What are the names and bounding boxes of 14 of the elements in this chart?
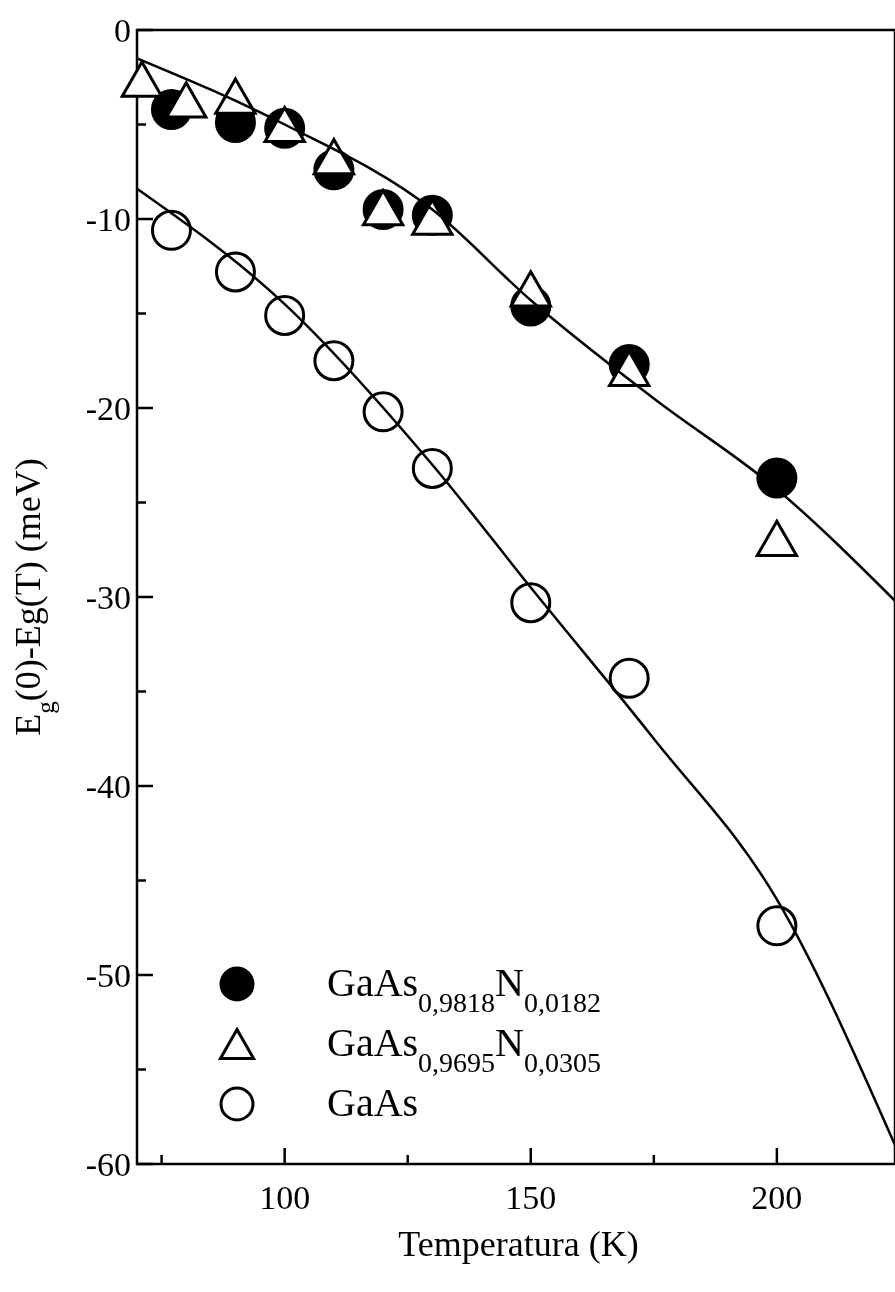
x-tick-label: 150: [505, 1179, 557, 1216]
legend-label: GaAs$_{0,9695}$N$_{0,0305}$: [327, 1020, 601, 1078]
y-tick-label: -60: [85, 1146, 131, 1183]
x-tick-label: 200: [751, 1179, 803, 1216]
legend-label: GaAs$_{0,9818}$N$_{0,0182}$: [327, 960, 601, 1018]
y-tick-label: -10: [85, 201, 131, 238]
y-tick-label: -50: [85, 957, 131, 994]
y-tick-label: 0: [114, 12, 131, 49]
y-tick-label: -20: [85, 390, 131, 427]
y-tick-label: -30: [85, 579, 131, 616]
legend-label: GaAs: [327, 1080, 419, 1125]
x-tick-label: 100: [259, 1179, 311, 1216]
y-tick-label: -40: [85, 768, 131, 805]
x-axis-title: Temperatura (K): [398, 1224, 639, 1264]
